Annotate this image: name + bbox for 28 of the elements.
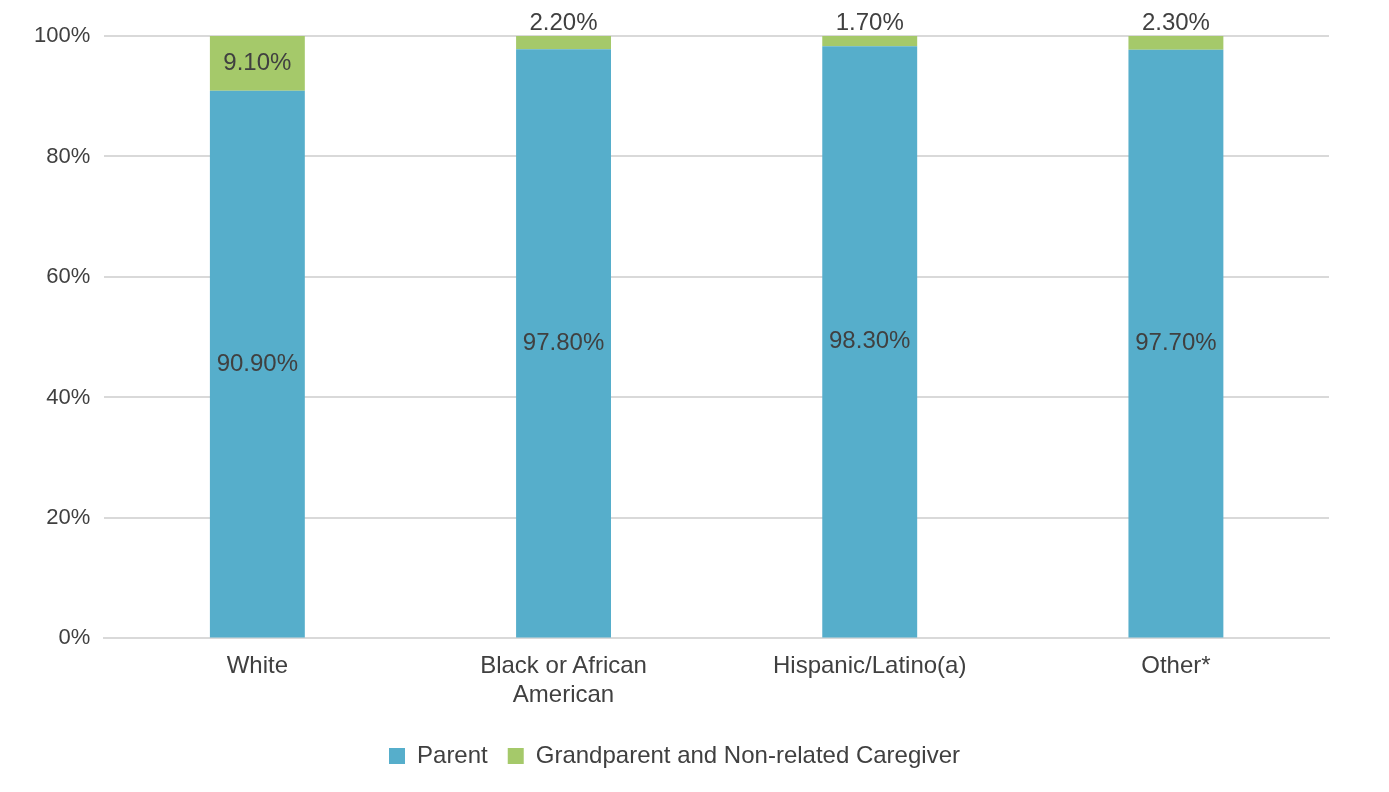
y-tick-label: 20%	[46, 503, 91, 529]
data-label: 97.80%	[522, 327, 605, 355]
legend-label: Grandparent and Non-related Caregiver	[535, 740, 960, 768]
data-label: 9.10%	[223, 48, 292, 76]
legend-label: Parent	[417, 740, 489, 768]
data-label: 90.90%	[216, 348, 299, 376]
bar	[1128, 49, 1224, 638]
x-tick-label: White	[226, 651, 289, 679]
data-label: 2.20%	[529, 7, 598, 35]
y-tick-label: 100%	[33, 22, 91, 48]
data-label: 98.30%	[829, 326, 911, 354]
x-tick-label: Other*	[1141, 651, 1211, 679]
data-label: 1.70%	[835, 7, 904, 35]
x-tick-label: Black or African American	[480, 651, 647, 708]
y-tick-label: 60%	[46, 263, 91, 289]
data-label: 97.70%	[1135, 328, 1217, 356]
data-label: 2.30%	[1141, 7, 1210, 35]
x-tick-label: Hispanic/Latino(a)	[773, 651, 967, 679]
bar	[822, 36, 918, 47]
y-tick-label: 40%	[46, 383, 91, 409]
y-tick-label: 0%	[58, 624, 91, 650]
bar	[516, 49, 611, 638]
bar	[209, 90, 305, 638]
bar	[516, 36, 611, 50]
bar	[209, 36, 305, 91]
y-tick-label: 80%	[46, 142, 91, 168]
bar	[822, 46, 918, 638]
bar	[1128, 36, 1224, 50]
